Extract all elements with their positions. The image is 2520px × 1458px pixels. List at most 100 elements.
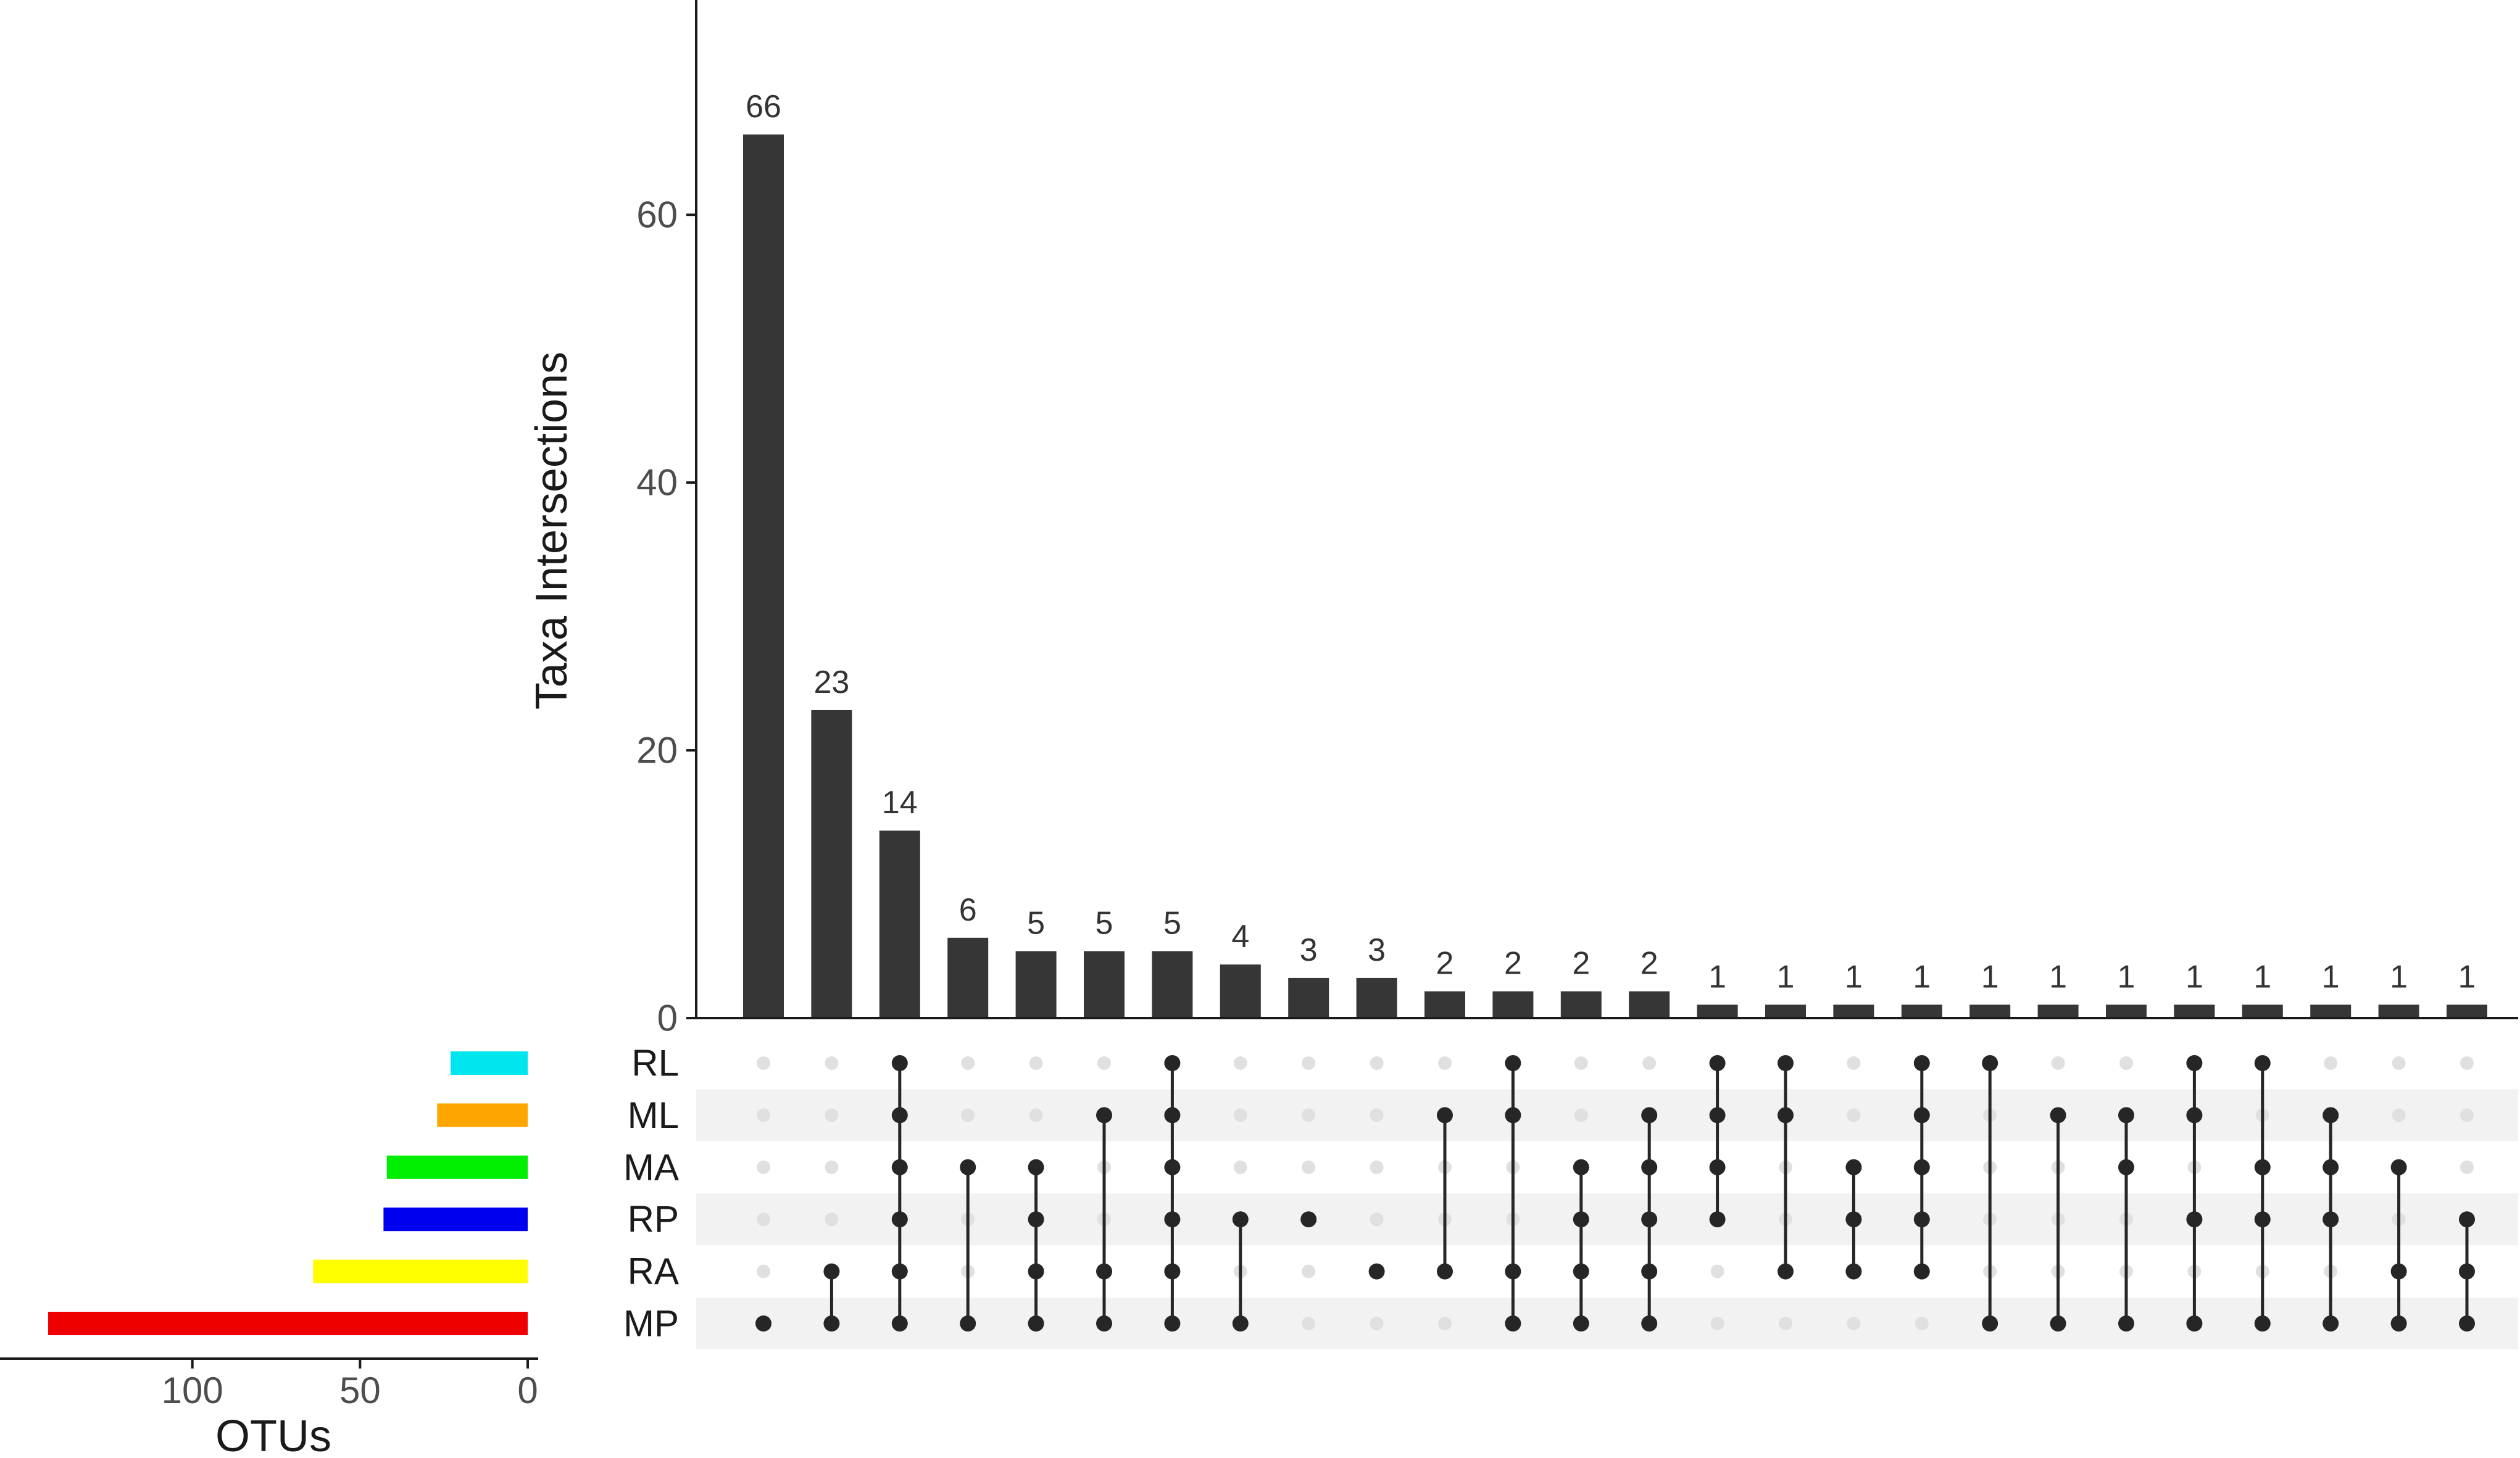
intersection-bar xyxy=(1969,1004,2011,1018)
matrix-dot-filled xyxy=(2322,1107,2339,1124)
matrix-dot-filled xyxy=(1641,1315,1658,1332)
matrix-dot-filled xyxy=(960,1159,976,1175)
bar-value-label: 5 xyxy=(1163,906,1181,942)
matrix-dot-empty xyxy=(1847,1317,1861,1330)
bar-value-label: 2 xyxy=(1504,946,1522,982)
matrix-dot-filled xyxy=(1573,1211,1589,1228)
matrix-dot-empty xyxy=(1097,1056,1111,1070)
bar-value-label: 2 xyxy=(1436,946,1454,982)
bar-value-label: 1 xyxy=(1708,959,1726,995)
intersection-bar xyxy=(1288,977,1329,1018)
bar-value-label: 1 xyxy=(2185,959,2203,995)
matrix-dot-empty xyxy=(1370,1160,1384,1174)
matrix-dot-filled xyxy=(1096,1315,1112,1332)
matrix-dot-filled xyxy=(1164,1263,1181,1280)
matrix-dot-empty xyxy=(757,1056,770,1070)
matrix-dot-empty xyxy=(1029,1056,1043,1070)
matrix-dot-filled xyxy=(1368,1263,1385,1280)
matrix-dot-empty xyxy=(1302,1264,1316,1278)
matrix-dot-empty xyxy=(1029,1108,1043,1122)
matrix-dot-filled xyxy=(1913,1263,1930,1280)
matrix-dot-filled xyxy=(2186,1315,2203,1332)
bar-value-label: 1 xyxy=(1981,959,1999,995)
bar-value-label: 1 xyxy=(2049,959,2067,995)
matrix-dot-empty xyxy=(1370,1212,1384,1227)
y-tick-label: 40 xyxy=(636,462,678,503)
intersection-bar xyxy=(1356,977,1397,1018)
matrix-dot-filled xyxy=(2322,1159,2339,1175)
matrix-dot-filled xyxy=(1982,1315,1998,1332)
matrix-dot-filled xyxy=(2254,1159,2271,1175)
set-size-bar xyxy=(48,1312,528,1335)
matrix-dot-filled xyxy=(1437,1107,1453,1124)
matrix-dot-filled xyxy=(1573,1159,1589,1175)
matrix-dot-filled xyxy=(1845,1159,1862,1175)
intersection-bar xyxy=(1152,951,1193,1018)
intersection-bar xyxy=(1697,1004,1738,1018)
set-size-tick-label: 100 xyxy=(162,1370,223,1411)
matrix-dot-filled xyxy=(755,1315,771,1332)
intersection-bar xyxy=(2174,1004,2215,1018)
matrix-dot-empty xyxy=(2119,1056,2133,1070)
matrix-dot-filled xyxy=(891,1055,908,1071)
matrix-stripe xyxy=(696,1089,2518,1141)
matrix-dot-empty xyxy=(1302,1108,1316,1122)
matrix-dot-filled xyxy=(2118,1159,2134,1175)
matrix-dot-filled xyxy=(891,1211,908,1228)
intersection-bar xyxy=(2378,1004,2419,1018)
matrix-dot-filled xyxy=(1709,1211,1726,1228)
matrix-dot-filled xyxy=(891,1315,908,1332)
intersection-bar xyxy=(1629,991,1670,1018)
intersection-bar xyxy=(2242,1004,2283,1018)
matrix-dot-filled xyxy=(891,1263,908,1280)
matrix-dot-filled xyxy=(2254,1055,2271,1071)
intersection-bar xyxy=(1833,1004,1874,1018)
matrix-dot-empty xyxy=(825,1056,839,1070)
bar-value-label: 66 xyxy=(746,89,781,125)
set-size-bar xyxy=(451,1051,528,1075)
matrix-dot-filled xyxy=(1505,1055,1521,1071)
y-axis-title: Taxa Intersections xyxy=(527,352,576,710)
matrix-dot-filled xyxy=(2322,1315,2339,1332)
set-size-axis-title: OTUs xyxy=(215,1412,331,1458)
matrix-dot-filled xyxy=(1913,1211,1930,1228)
bar-value-label: 1 xyxy=(2322,959,2340,995)
bar-value-label: 2 xyxy=(1640,946,1658,982)
matrix-dot-empty xyxy=(1302,1160,1316,1174)
matrix-dot-empty xyxy=(1574,1108,1588,1122)
matrix-dot-filled xyxy=(1505,1107,1521,1124)
matrix-dot-filled xyxy=(2186,1055,2203,1071)
bar-value-label: 14 xyxy=(882,785,918,821)
matrix-dot-filled xyxy=(823,1263,840,1280)
bar-value-label: 5 xyxy=(1027,906,1045,942)
y-tick-label: 20 xyxy=(636,730,678,771)
matrix-dot-filled xyxy=(2254,1211,2271,1228)
bar-value-label: 1 xyxy=(2390,959,2408,995)
matrix-dot-empty xyxy=(1847,1108,1861,1122)
intersection-bar xyxy=(1901,1004,1942,1018)
matrix-dot-empty xyxy=(2392,1056,2406,1070)
intersection-bar xyxy=(2106,1004,2147,1018)
matrix-dot-empty xyxy=(757,1264,770,1278)
matrix-dot-empty xyxy=(825,1160,839,1174)
matrix-dot-empty xyxy=(1370,1317,1384,1330)
matrix-dot-filled xyxy=(1505,1263,1521,1280)
y-tick-label: 0 xyxy=(657,998,678,1039)
intersection-matrix xyxy=(755,1055,2475,1332)
intersection-bar xyxy=(2310,1004,2352,1018)
matrix-dot-filled xyxy=(2459,1315,2475,1332)
bar-value-label: 5 xyxy=(1096,906,1113,942)
matrix-dot-empty xyxy=(1915,1317,1929,1330)
matrix-dot-filled xyxy=(2118,1107,2134,1124)
matrix-dot-filled xyxy=(1709,1055,1726,1071)
matrix-dot-filled xyxy=(1437,1263,1453,1280)
matrix-dot-empty xyxy=(825,1108,839,1122)
matrix-dot-filled xyxy=(1028,1159,1044,1175)
matrix-dot-empty xyxy=(757,1212,770,1227)
intersection-bar xyxy=(2037,1004,2079,1018)
matrix-dot-filled xyxy=(1778,1055,1794,1071)
set-size-bar xyxy=(437,1103,528,1127)
matrix-dot-filled xyxy=(1709,1107,1726,1124)
bar-value-label: 3 xyxy=(1300,932,1318,968)
